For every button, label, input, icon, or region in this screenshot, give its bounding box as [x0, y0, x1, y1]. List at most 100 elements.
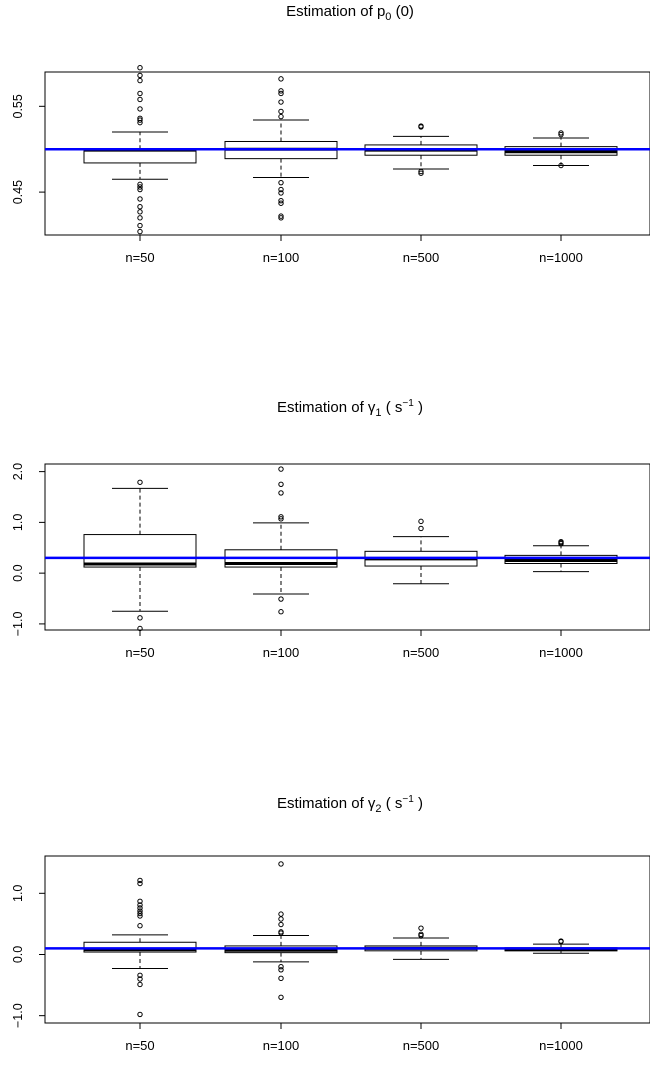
outlier-point: [278, 190, 284, 196]
outlier-point: [278, 213, 284, 219]
box-n=1000: [504, 130, 618, 169]
outlier-point: [278, 466, 284, 472]
x-tick-label: n=50: [125, 645, 154, 660]
chart-title: Estimation of γ2 ( s−1 ): [277, 794, 423, 815]
outlier-point: [278, 200, 284, 206]
outlier-point: [137, 923, 143, 929]
outlier-point: [558, 130, 564, 136]
outlier-point: [137, 479, 143, 485]
x-tick-label: n=500: [403, 250, 440, 265]
x-tick-label: n=50: [125, 250, 154, 265]
outlier-point: [418, 525, 424, 532]
outlier-point: [278, 99, 284, 105]
x-tick-label: n=100: [263, 645, 300, 660]
outlier-point: [278, 179, 284, 186]
outlier-point: [137, 196, 143, 202]
outlier-point: [278, 88, 284, 94]
box-n=500: [364, 925, 478, 960]
outlier-point: [137, 1011, 143, 1018]
outlier-point: [418, 170, 424, 176]
outlier-point: [137, 981, 143, 988]
title-symbol: γ: [368, 399, 376, 416]
outlier-point: [278, 215, 284, 221]
outlier-point: [558, 162, 564, 169]
outlier-point: [278, 964, 284, 970]
title-text: Estimation of: [277, 795, 368, 812]
title-subscript: 1: [375, 407, 381, 419]
x-tick-label: n=500: [403, 645, 440, 660]
title-text-post: ( s: [382, 399, 403, 416]
y-tick-label: 1.0: [11, 885, 25, 902]
outlier-point: [137, 186, 143, 193]
outlier-point: [137, 228, 143, 235]
outlier-point: [278, 516, 284, 522]
outlier-point: [137, 117, 143, 123]
outlier-point: [137, 910, 143, 917]
title-text-post: (0): [391, 3, 414, 20]
outlier-point: [278, 916, 284, 922]
y-tick-label: −1.0: [11, 1003, 25, 1028]
title-symbol: p: [377, 3, 385, 20]
box-n=50: [83, 479, 197, 632]
outlier-point: [137, 106, 143, 112]
title-symbol: γ: [368, 795, 376, 812]
y-tick-label: 0.45: [11, 180, 25, 204]
outlier-point: [278, 921, 284, 928]
outlier-point: [418, 931, 424, 938]
outlier-point: [278, 967, 284, 973]
y-tick-label: 1.0: [11, 514, 25, 531]
outlier-point: [137, 90, 143, 97]
outlier-point: [137, 96, 143, 103]
box-n=1000: [504, 538, 618, 573]
outlier-point: [137, 209, 143, 215]
outlier-point: [278, 861, 284, 867]
outlier-point: [137, 976, 143, 982]
outlier-point: [278, 596, 284, 602]
outlier-point: [418, 518, 424, 525]
outlier-point: [137, 972, 143, 978]
y-tick-label: 0.55: [11, 94, 25, 118]
y-tick-label: 0.0: [11, 946, 25, 963]
outlier-point: [278, 490, 284, 496]
outlier-point: [278, 481, 284, 488]
box-n=1000: [504, 938, 618, 954]
x-tick-label: n=500: [403, 1038, 440, 1053]
outlier-point: [278, 929, 284, 935]
outlier-point: [278, 911, 284, 917]
outlier-point: [278, 108, 284, 115]
outlier-point: [137, 615, 143, 621]
outlier-point: [137, 215, 143, 221]
x-tick-label: n=1000: [539, 1038, 583, 1053]
title-text-tail: ): [414, 795, 423, 812]
outlier-point: [137, 902, 143, 908]
outlier-point: [418, 925, 424, 931]
outlier-point: [137, 877, 143, 884]
outlier-point: [137, 222, 143, 229]
title-subscript: 0: [385, 11, 391, 23]
chart-gamma1: Estimation of γ1 ( s−1 ) −1.0 0.0 1.0 2.0 n=5…: [11, 398, 650, 660]
title-subscript: 2: [375, 803, 381, 815]
title-text-post: ( s: [382, 795, 403, 812]
outlier-point: [278, 186, 284, 193]
outlier-point: [278, 514, 284, 520]
outlier-point: [137, 184, 143, 190]
outlier-point: [278, 994, 284, 1001]
box-n=100: [224, 861, 338, 1001]
box-n=100: [224, 466, 338, 615]
outlier-point: [278, 609, 284, 615]
title-text: Estimation of: [277, 399, 368, 416]
box-n=500: [364, 518, 478, 585]
outlier-point: [137, 181, 143, 188]
outlier-point: [278, 90, 284, 97]
box-iqr: [83, 534, 197, 568]
outlier-point: [137, 72, 143, 79]
title-superscript: −1: [402, 398, 414, 409]
plot-frame: [44, 855, 650, 1024]
title-text: Estimation of: [286, 3, 377, 20]
chart-p0: Estimation of p0 (0) 0.45 0.55 n=50 n=100 n=5…: [11, 3, 650, 265]
x-tick-label: n=1000: [539, 250, 583, 265]
plot-frame: [44, 71, 650, 236]
outlier-point: [137, 905, 143, 911]
outlier-point: [418, 168, 424, 175]
